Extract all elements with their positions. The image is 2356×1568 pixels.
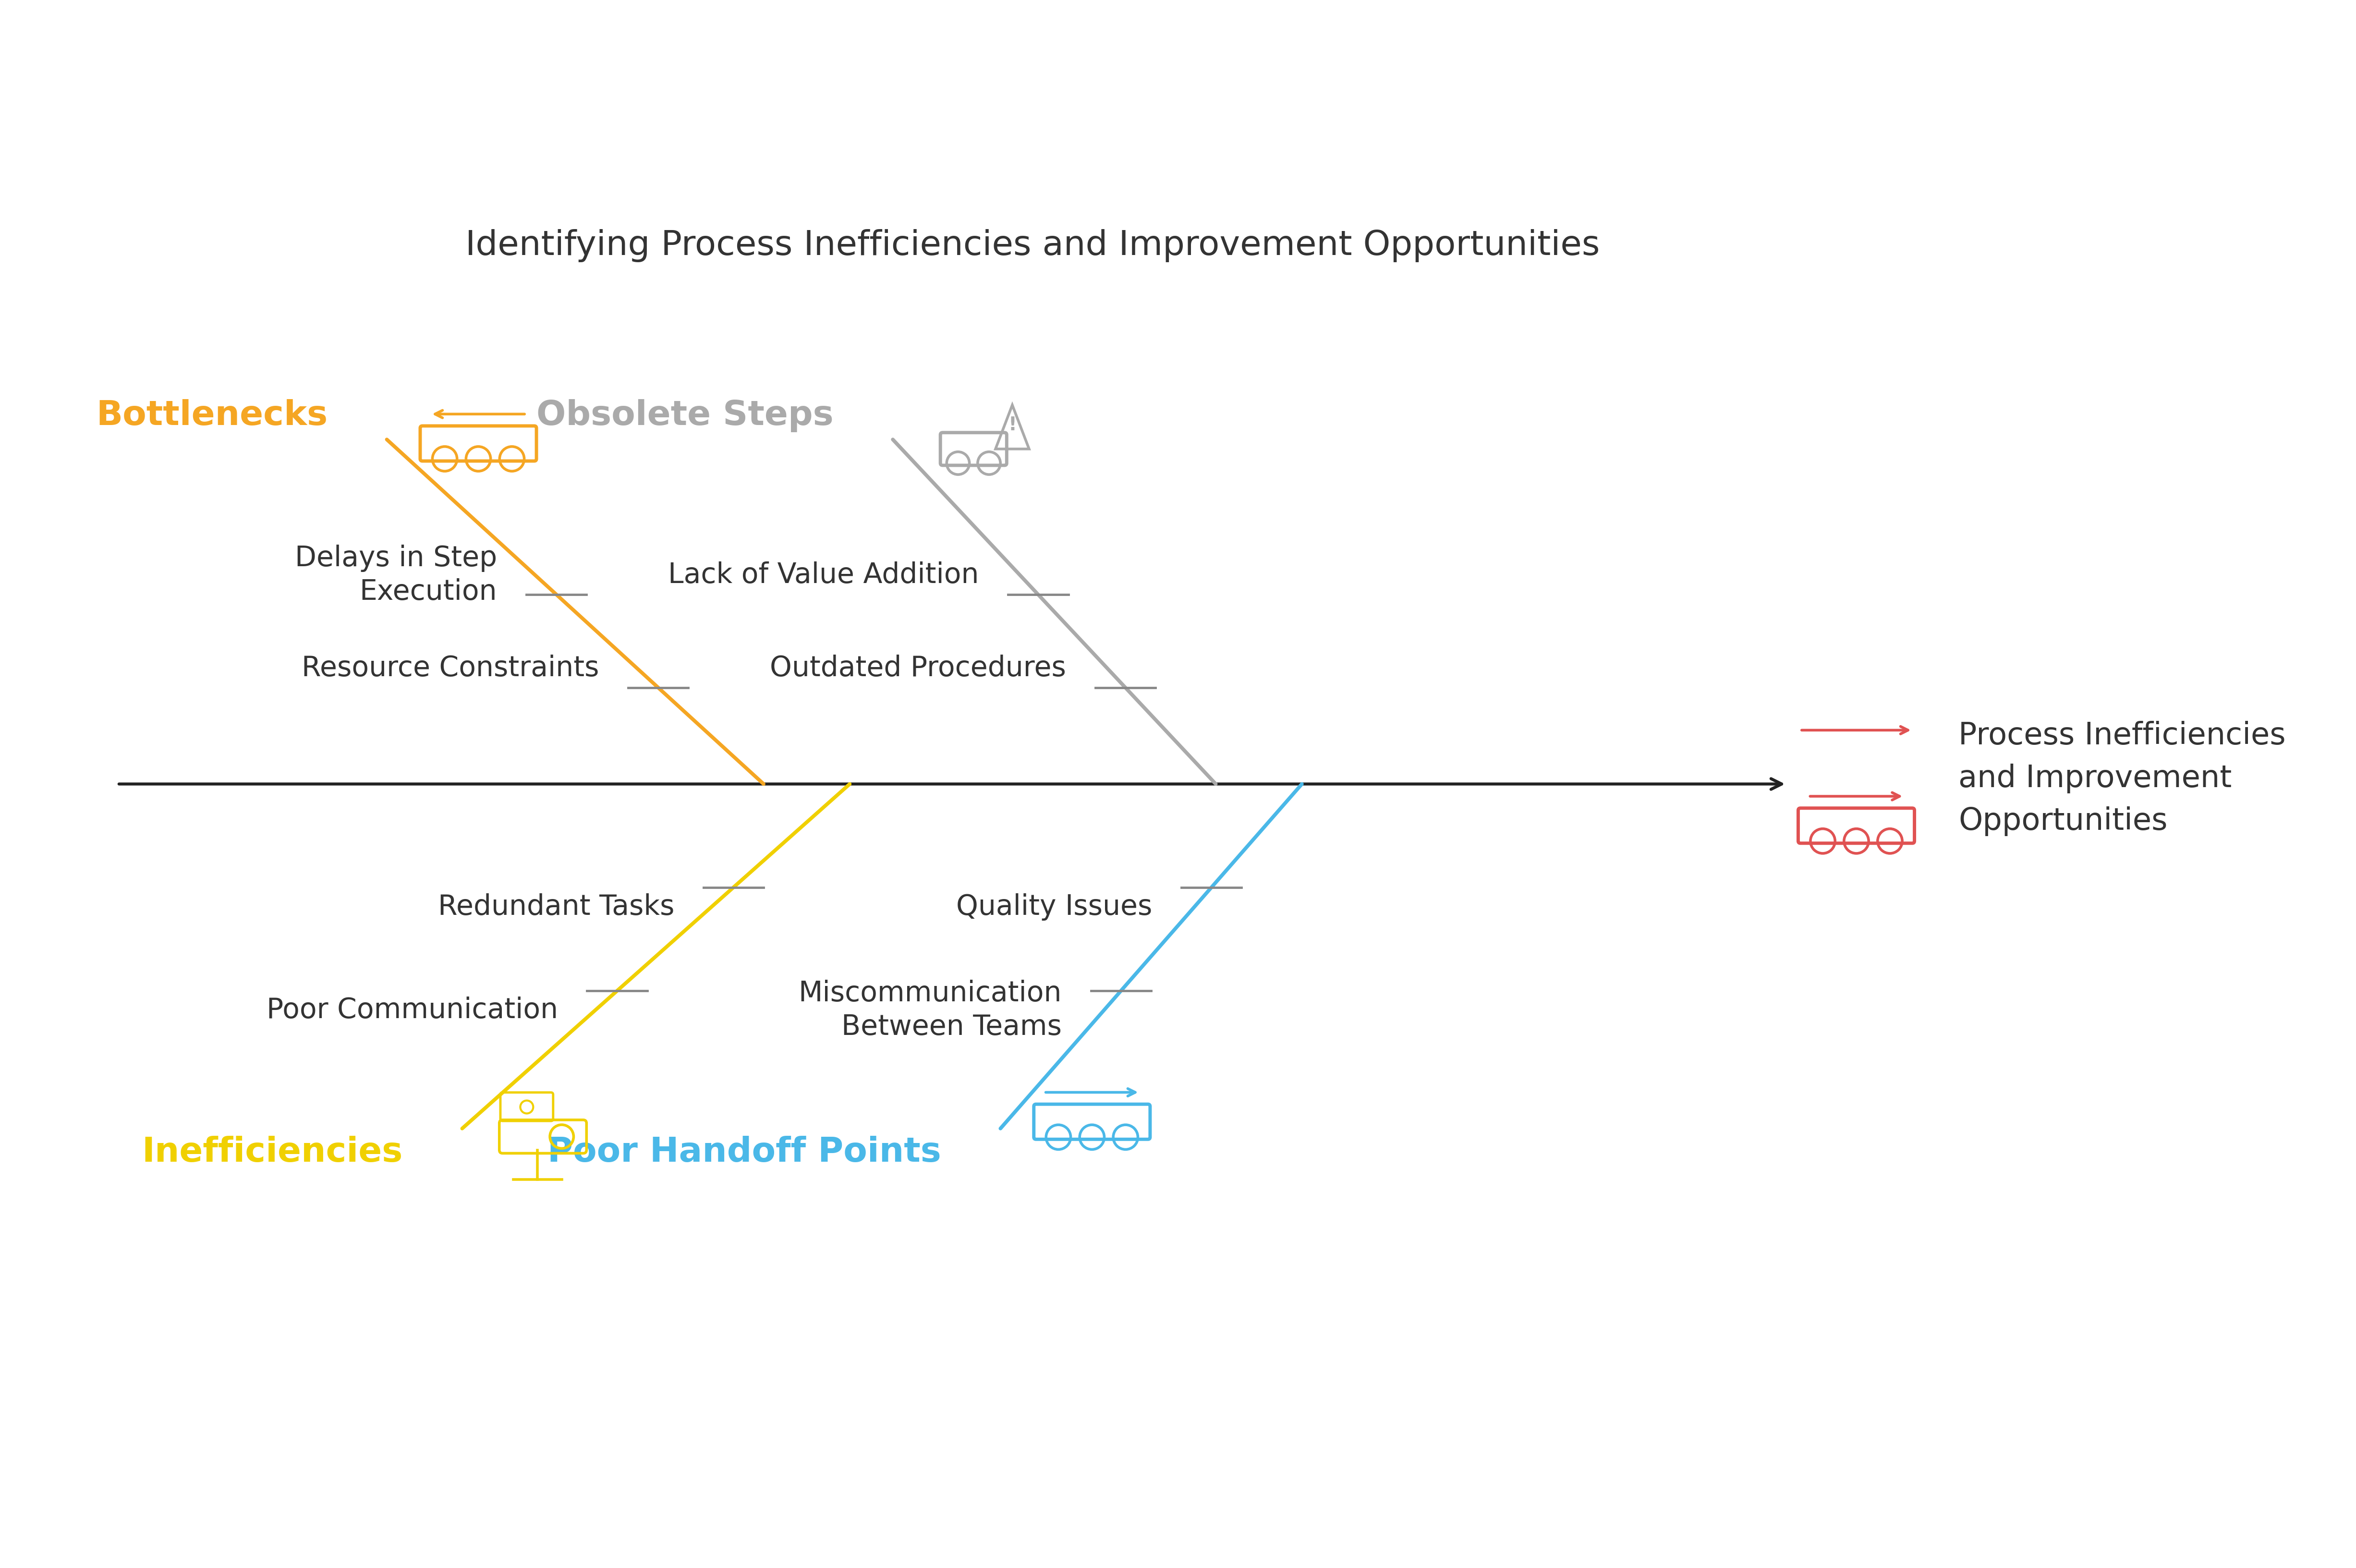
- Text: Bottlenecks: Bottlenecks: [97, 400, 327, 433]
- Text: !: !: [1008, 416, 1015, 434]
- Text: Delays in Step
Execution: Delays in Step Execution: [294, 544, 497, 605]
- Text: Identifying Process Inefficiencies and Improvement Opportunities: Identifying Process Inefficiencies and I…: [466, 229, 1600, 262]
- Text: Poor Handoff Points: Poor Handoff Points: [547, 1135, 942, 1168]
- Text: Outdated Procedures: Outdated Procedures: [770, 654, 1067, 682]
- Text: Quality Issues: Quality Issues: [957, 894, 1152, 920]
- Text: Resource Constraints: Resource Constraints: [302, 654, 598, 682]
- Text: Redundant Tasks: Redundant Tasks: [438, 894, 674, 920]
- Text: Process Inefficiencies
and Improvement
Opportunities: Process Inefficiencies and Improvement O…: [1958, 721, 2285, 836]
- Text: Miscommunication
Between Teams: Miscommunication Between Teams: [799, 980, 1063, 1041]
- Text: Inefficiencies: Inefficiencies: [141, 1135, 403, 1168]
- Text: Poor Communication: Poor Communication: [266, 996, 558, 1024]
- Text: Lack of Value Addition: Lack of Value Addition: [669, 561, 980, 590]
- Text: Obsolete Steps: Obsolete Steps: [537, 400, 834, 433]
